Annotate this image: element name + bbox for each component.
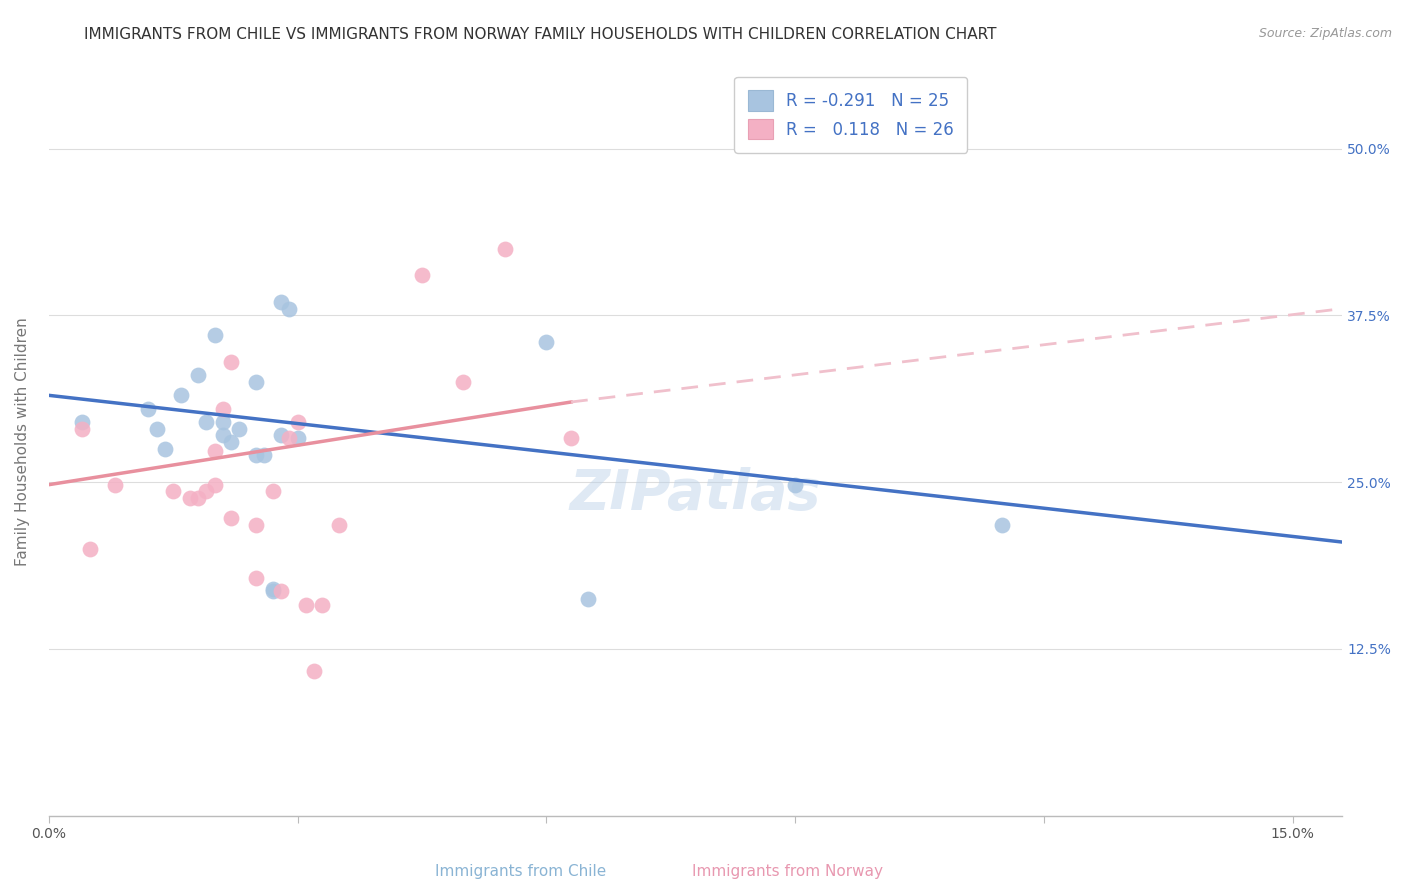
Point — [204, 328, 226, 343]
Point — [136, 401, 159, 416]
Point — [219, 355, 242, 369]
Point — [212, 401, 235, 416]
Point — [162, 484, 184, 499]
Text: Immigrants from Chile: Immigrants from Chile — [434, 863, 606, 879]
Point — [145, 422, 167, 436]
Point — [262, 484, 284, 499]
Point — [245, 375, 267, 389]
Point — [204, 444, 226, 458]
Point — [411, 268, 433, 283]
Text: Immigrants from Norway: Immigrants from Norway — [692, 863, 883, 879]
Point — [195, 484, 218, 499]
Text: Source: ZipAtlas.com: Source: ZipAtlas.com — [1258, 27, 1392, 40]
Point — [311, 598, 333, 612]
Text: ZIPatlas: ZIPatlas — [569, 467, 821, 521]
Point — [245, 517, 267, 532]
Point — [187, 491, 209, 505]
Point — [560, 431, 582, 445]
Point — [287, 431, 309, 445]
Point — [70, 415, 93, 429]
Y-axis label: Family Households with Children: Family Households with Children — [15, 318, 30, 566]
Point — [270, 428, 292, 442]
Point — [576, 592, 599, 607]
Point — [195, 415, 218, 429]
Point — [245, 571, 267, 585]
Point — [494, 242, 516, 256]
Point — [70, 422, 93, 436]
Point — [79, 541, 101, 556]
Point — [536, 334, 558, 349]
Point — [212, 415, 235, 429]
Point — [278, 431, 301, 445]
Point — [287, 415, 309, 429]
Point — [153, 442, 176, 456]
Point — [991, 517, 1014, 532]
Point — [179, 491, 201, 505]
Point — [204, 477, 226, 491]
Point — [170, 388, 193, 402]
Point — [783, 477, 806, 491]
Point — [328, 517, 350, 532]
Point — [253, 448, 276, 462]
Point — [187, 368, 209, 383]
Point — [219, 435, 242, 450]
Point — [270, 584, 292, 599]
Point — [453, 375, 475, 389]
Point — [212, 428, 235, 442]
Point — [302, 665, 325, 679]
Point — [262, 582, 284, 596]
Legend: R = -0.291   N = 25, R =   0.118   N = 26: R = -0.291 N = 25, R = 0.118 N = 26 — [734, 77, 967, 153]
Point — [245, 448, 267, 462]
Point — [219, 511, 242, 525]
Point — [270, 295, 292, 310]
Point — [278, 301, 301, 316]
Text: IMMIGRANTS FROM CHILE VS IMMIGRANTS FROM NORWAY FAMILY HOUSEHOLDS WITH CHILDREN : IMMIGRANTS FROM CHILE VS IMMIGRANTS FROM… — [84, 27, 997, 42]
Point — [104, 477, 127, 491]
Point — [294, 598, 316, 612]
Point — [262, 584, 284, 599]
Point — [228, 422, 250, 436]
